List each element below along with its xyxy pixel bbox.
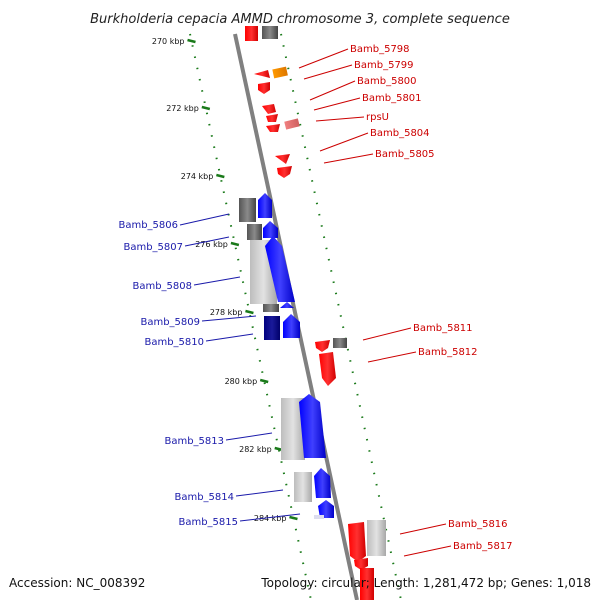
reverse-gene-leader-line xyxy=(367,351,417,363)
grey-gene[interactable] xyxy=(239,198,256,222)
kbp-tick-mark xyxy=(201,105,211,111)
forward-gene-label[interactable]: Bamb_5806 xyxy=(118,220,178,231)
reverse-gene-partial[interactable] xyxy=(245,26,258,41)
reverse-gene-leader-line xyxy=(309,80,356,101)
topology-summary-text: Topology: circular; Length: 1,281,472 bp… xyxy=(260,576,591,590)
forward-gene-label[interactable]: Bamb_5813 xyxy=(164,436,224,447)
grey-gene[interactable] xyxy=(263,304,279,312)
small-gene[interactable] xyxy=(314,515,324,519)
map-title: Burkholderia cepacia AMMD chromosome 3, … xyxy=(90,12,510,27)
reverse-gene-label[interactable]: Bamb_5817 xyxy=(453,541,513,552)
kbp-tick-label: 270 kbp xyxy=(152,37,185,46)
forward-gene-label[interactable]: Bamb_5814 xyxy=(174,492,234,503)
reverse-gene-leader-line xyxy=(319,132,369,152)
forward-gene-label[interactable]: Bamb_5808 xyxy=(132,281,192,292)
forward-gene-leader-line xyxy=(205,333,254,342)
reverse-gene-leader-line xyxy=(298,48,349,69)
rpsU-gene[interactable] xyxy=(284,118,300,130)
reverse-gene-leader-line xyxy=(403,545,452,557)
reverse-gene-arrow[interactable] xyxy=(277,166,292,178)
reverse-gene-label[interactable]: Bamb_5801 xyxy=(362,93,422,104)
forward-gene-leader-line xyxy=(239,513,301,522)
reverse-gene-leader-line xyxy=(313,97,361,111)
forward-gene-arrow[interactable] xyxy=(265,236,295,302)
reverse-gene-label[interactable]: Bamb_5812 xyxy=(418,347,478,358)
kbp-tick-label: 276 kbp xyxy=(195,240,228,249)
reverse-gene-label[interactable]: Bamb_5811 xyxy=(413,323,473,334)
grey-gene[interactable] xyxy=(333,338,347,348)
reverse-gene-arrow[interactable] xyxy=(258,82,270,94)
kbp-tick-mark xyxy=(289,515,298,521)
footer-mask xyxy=(256,574,274,600)
forward-gene-leader-line xyxy=(225,432,273,441)
reverse-gene-arrow[interactable] xyxy=(319,352,336,386)
grey-gene[interactable] xyxy=(294,472,312,502)
reverse-gene-arrow[interactable] xyxy=(254,70,270,78)
forward-gene-leader-line xyxy=(179,213,230,226)
forward-gene-label[interactable]: Bamb_5810 xyxy=(144,337,204,348)
orange-gene[interactable] xyxy=(272,66,288,79)
accession-text: Accession: NC_008392 xyxy=(9,576,145,590)
forward-gene-arrow[interactable] xyxy=(314,468,331,498)
reverse-gene-leader-line xyxy=(399,523,447,535)
forward-gene-leader-line xyxy=(235,489,284,497)
reverse-gene-label[interactable]: Bamb_5800 xyxy=(357,76,417,87)
kbp-tick-mark xyxy=(230,241,240,247)
kbp-tick-label: 272 kbp xyxy=(166,104,199,113)
forward-gene-label[interactable]: Bamb_5809 xyxy=(140,317,200,328)
forward-gene-leader-line xyxy=(193,276,241,286)
forward-gene-arrow[interactable] xyxy=(258,193,272,218)
reverse-gene-arrow[interactable] xyxy=(262,104,276,114)
reverse-gene-label[interactable]: Bamb_5804 xyxy=(370,128,430,139)
forward-gene-arrow[interactable] xyxy=(280,302,294,308)
kbp-tick-label: 278 kbp xyxy=(210,308,243,317)
reverse-gene-label[interactable]: Bamb_5816 xyxy=(448,519,508,530)
reverse-gene-arrow[interactable] xyxy=(315,340,330,352)
reverse-gene-arrow[interactable] xyxy=(266,124,280,132)
kbp-tick-mark xyxy=(187,38,196,44)
grey-gene[interactable] xyxy=(367,520,386,556)
grey-gene[interactable] xyxy=(247,224,262,240)
kbp-tick-mark xyxy=(216,173,225,179)
reverse-gene-leader-line xyxy=(315,116,365,122)
reverse-gene-arrow[interactable] xyxy=(348,522,366,562)
reverse-gene-arrow[interactable] xyxy=(266,114,278,122)
forward-gene-arrow[interactable] xyxy=(299,394,326,458)
forward-gene-arrow[interactable] xyxy=(263,221,278,238)
reverse-gene-label[interactable]: Bamb_5805 xyxy=(375,149,435,160)
forward-gene-leader-line xyxy=(184,236,230,247)
kbp-tick-label: 274 kbp xyxy=(181,172,214,181)
kbp-tick-mark xyxy=(259,378,269,384)
kbp-tick-label: 284 kbp xyxy=(254,514,287,523)
gene-block-partial[interactable] xyxy=(262,26,278,39)
forward-gene-arrow[interactable] xyxy=(283,314,300,338)
navy-gene[interactable] xyxy=(264,316,280,340)
reverse-gene-label[interactable]: Bamb_5798 xyxy=(350,44,410,55)
kbp-tick-label: 280 kbp xyxy=(225,377,258,386)
reverse-gene-label[interactable]: Bamb_5799 xyxy=(354,60,414,71)
reverse-gene-leader-line xyxy=(303,64,353,80)
reverse-gene-leader-line xyxy=(362,327,412,341)
reverse-gene-partial[interactable] xyxy=(360,568,374,600)
chromosome-axis xyxy=(233,33,359,600)
reverse-gene-arrow[interactable] xyxy=(354,558,368,570)
reverse-gene-arrow[interactable] xyxy=(275,154,290,164)
forward-gene-leader-line xyxy=(201,315,257,322)
kbp-tick-mark xyxy=(245,309,254,315)
gene-features xyxy=(239,26,386,600)
forward-gene-arrow[interactable] xyxy=(318,500,334,518)
reverse-gene-leader-line xyxy=(323,153,374,164)
reverse-gene-label[interactable]: rpsU xyxy=(366,112,389,123)
forward-gene-label[interactable]: Bamb_5807 xyxy=(123,242,183,253)
forward-gene-label[interactable]: Bamb_5815 xyxy=(178,517,238,528)
kbp-tick-label: 282 kbp xyxy=(239,445,272,454)
